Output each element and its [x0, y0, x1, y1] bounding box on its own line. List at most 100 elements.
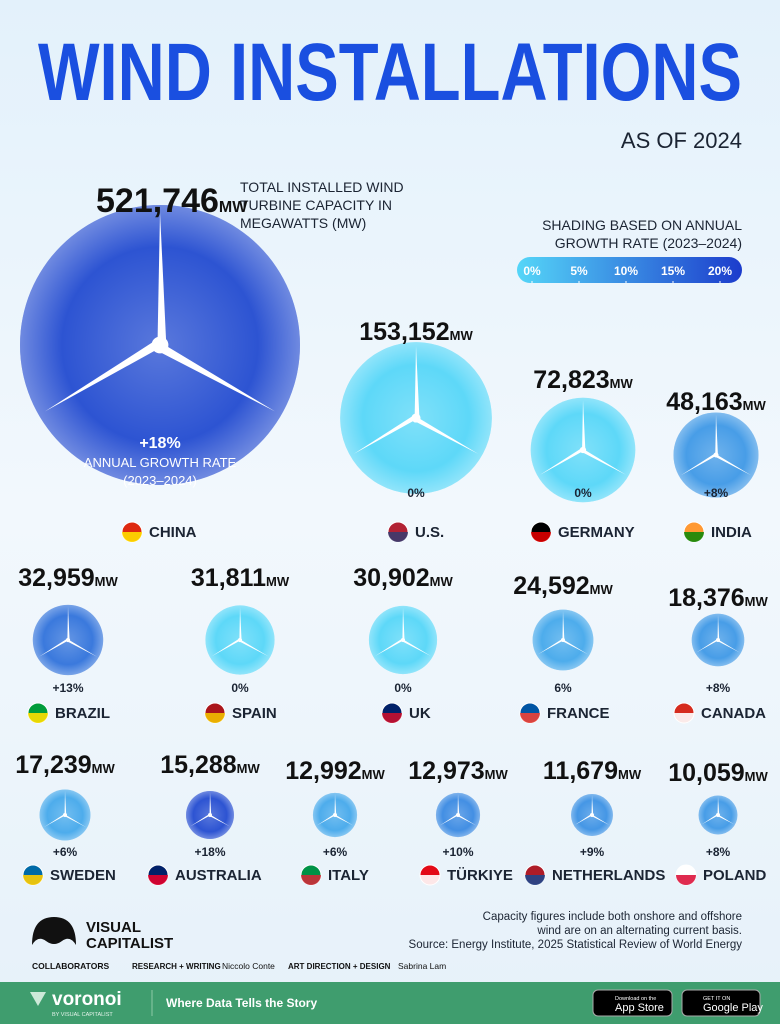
value-number: 11,679 [543, 757, 618, 785]
turbine-hub [713, 452, 719, 458]
turbine-blade [44, 339, 162, 412]
brand-name: VISUAL [86, 919, 141, 936]
value-number: 15,288 [160, 751, 237, 779]
turbine-blade [190, 813, 211, 827]
growth-label: 6% [554, 681, 572, 695]
value-label: 10,059MW [668, 759, 768, 787]
value-label: 11,679MW [543, 757, 642, 785]
turbine-blade [539, 447, 584, 475]
turbine-blade [67, 639, 97, 657]
turbine-hub [456, 813, 460, 817]
category-label: GERMANY [558, 524, 635, 541]
color-legend-bar [517, 257, 742, 283]
growth-axis-label: ANNUAL GROWTH RATE [84, 455, 237, 470]
value-number: 72,823 [533, 366, 609, 394]
category-label: SWEDEN [50, 867, 116, 884]
turbine-blade [157, 212, 167, 345]
collaborators: COLLABORATORS [32, 961, 109, 971]
turbine-blade [209, 814, 230, 827]
category-label: BRAZIL [55, 705, 110, 722]
value-unit: MW [362, 767, 386, 782]
value-label: 15,288MW [160, 751, 260, 779]
category-label: NETHERLANDS [552, 867, 665, 884]
turbine-blade [717, 639, 740, 653]
value-number: 153,152 [359, 318, 449, 346]
growth-label: +8% [706, 845, 731, 859]
google-play-button[interactable] [681, 989, 761, 1017]
value-number: 32,959 [18, 564, 94, 592]
value-unit: MW [745, 594, 769, 609]
turbine-blade [239, 607, 242, 640]
value-unit: MW [219, 199, 248, 216]
value-unit: MW [450, 328, 474, 343]
growth-label: +6% [53, 845, 78, 859]
value-unit: MW [743, 398, 767, 413]
turbine-hub [579, 446, 587, 454]
value-label: 32,959MW [18, 564, 118, 592]
turbine-hub [411, 413, 421, 423]
turbine-blade [353, 415, 417, 455]
value-unit: MW [590, 582, 614, 597]
size-label: TURBINE CAPACITY IN [240, 197, 392, 213]
turbine-blade [696, 638, 719, 653]
color-tick-label: 15% [661, 264, 685, 278]
turbine-hub [237, 637, 243, 643]
flag-detail [205, 713, 225, 723]
credit-name: Niccolo Conte [222, 961, 275, 971]
growth-label: +6% [323, 845, 348, 859]
value-label: 72,823MW [533, 366, 633, 394]
color-tick-label: 20% [708, 264, 732, 278]
value-number: 12,992 [285, 757, 361, 785]
growth-label: +10% [442, 845, 473, 859]
growth-label: +8% [706, 681, 731, 695]
color-legend-title: GROWTH RATE (2023–2024) [555, 235, 742, 251]
value-label: 17,239MW [15, 751, 115, 779]
turbine-blade [439, 813, 459, 826]
value-number: 18,376 [668, 584, 744, 612]
voronoi-by: BY VISUAL CAPITALIST [52, 1012, 113, 1018]
value-number: 521,746 [96, 182, 219, 220]
value-unit: MW [610, 376, 634, 391]
growth-label: 0% [407, 486, 425, 500]
turbine-hub [208, 813, 212, 817]
voronoi-logo [30, 992, 46, 1006]
value-unit: MW [266, 574, 290, 589]
turbine-blade [414, 416, 479, 455]
turbine-blade [717, 814, 734, 825]
turbine-hub [63, 813, 67, 817]
value-number: 30,902 [353, 564, 429, 592]
turbine-hub [151, 336, 169, 354]
turbine-blade [717, 615, 720, 640]
google-play-small: GET IT ON [703, 996, 730, 1002]
turbine-blade [457, 814, 477, 826]
value-number: 31,811 [191, 564, 266, 592]
flag-detail [301, 875, 321, 885]
app-store-button[interactable] [592, 989, 673, 1017]
voronoi-name: voronoi [52, 989, 122, 1010]
value-unit: MW [237, 761, 261, 776]
growth-label: +13% [52, 681, 83, 695]
brand-name: CAPITALIST [86, 935, 173, 952]
growth-label: +18% [194, 845, 225, 859]
turbine-blade [44, 813, 66, 828]
growth-axis-label: (2023–2024) [123, 473, 197, 488]
turbine-blade [715, 454, 751, 476]
value-number: 12,973 [408, 757, 484, 785]
size-label: TOTAL INSTALLED WIND [240, 179, 404, 195]
app-store-label: App Store [615, 1002, 664, 1014]
flag-detail [525, 875, 545, 885]
value-unit: MW [485, 767, 509, 782]
value-label: 31,811MW [191, 564, 290, 592]
color-tick-label: 5% [570, 264, 588, 278]
turbine-hub [716, 638, 720, 642]
size-label: MEGAWATTS (MW) [240, 215, 366, 231]
category-label: CHINA [149, 524, 197, 541]
turbine-blade [562, 611, 565, 640]
turbine-blade [574, 813, 593, 825]
value-unit: MW [430, 574, 454, 589]
value-unit: MW [618, 767, 642, 782]
turbine-blade [715, 414, 718, 455]
chart-title: WIND INSTALLATIONS [38, 27, 742, 118]
